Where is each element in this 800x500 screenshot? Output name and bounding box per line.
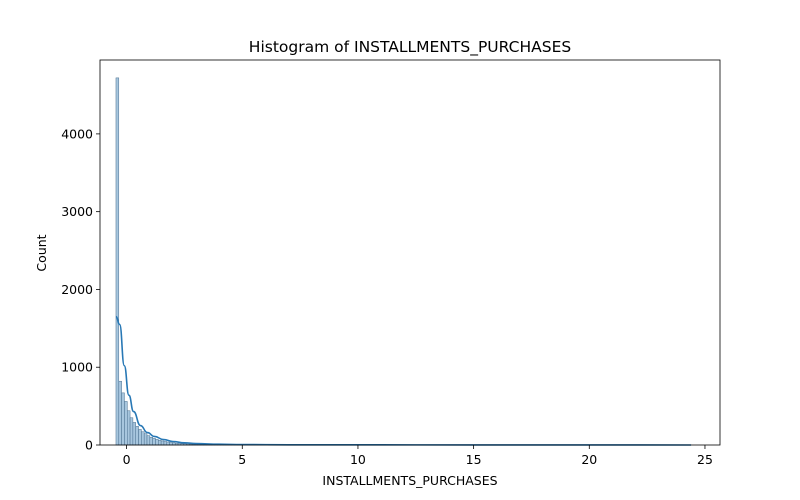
- x-axis-ticks: 0 5 10 15 20 25: [123, 445, 713, 467]
- y-tick-label: 3000: [61, 204, 93, 219]
- x-tick-label: 5: [238, 452, 246, 467]
- x-tick-label: 20: [581, 452, 597, 467]
- histogram-bar: [146, 435, 151, 446]
- histogram-bar: [163, 441, 168, 446]
- histogram-bar: [121, 392, 125, 446]
- histogram-bar: [127, 410, 131, 446]
- histogram-bar: [135, 426, 139, 446]
- y-tick-label: 4000: [61, 126, 93, 141]
- histogram-bar: [132, 422, 136, 446]
- histogram-bar: [158, 440, 162, 446]
- y-tick-label: 2000: [61, 282, 93, 297]
- y-axis-ticks: 0 1000 2000 3000 4000: [61, 126, 100, 453]
- x-tick-label: 10: [350, 452, 366, 467]
- x-axis-label: INSTALLMENTS_PURCHASES: [322, 473, 497, 488]
- plot-area-frame: [99, 59, 721, 446]
- x-tick-label: 15: [466, 452, 482, 467]
- histogram-bar: [129, 417, 134, 446]
- y-tick-label: 1000: [61, 360, 93, 375]
- histogram-bar: [166, 441, 170, 446]
- kde-curve: [115, 315, 692, 446]
- x-tick-label: 0: [123, 452, 131, 467]
- histogram-bar: [138, 429, 142, 446]
- histogram-bar: [149, 436, 153, 446]
- y-tick-label: 0: [85, 438, 93, 453]
- y-axis-label: Count: [34, 234, 49, 271]
- histogram-bar: [160, 440, 165, 446]
- histogram-bar: [141, 431, 145, 446]
- histogram-bar: [143, 433, 148, 446]
- histogram-bar: [152, 438, 156, 446]
- histogram-bar: [155, 439, 159, 446]
- histogram-bar: [115, 77, 120, 446]
- chart-title: Histogram of INSTALLMENTS_PURCHASES: [249, 38, 571, 57]
- histogram-bar: [124, 401, 128, 446]
- x-tick-label: 25: [697, 452, 713, 467]
- histogram-bar: [118, 380, 122, 446]
- histogram-bars: [115, 77, 286, 446]
